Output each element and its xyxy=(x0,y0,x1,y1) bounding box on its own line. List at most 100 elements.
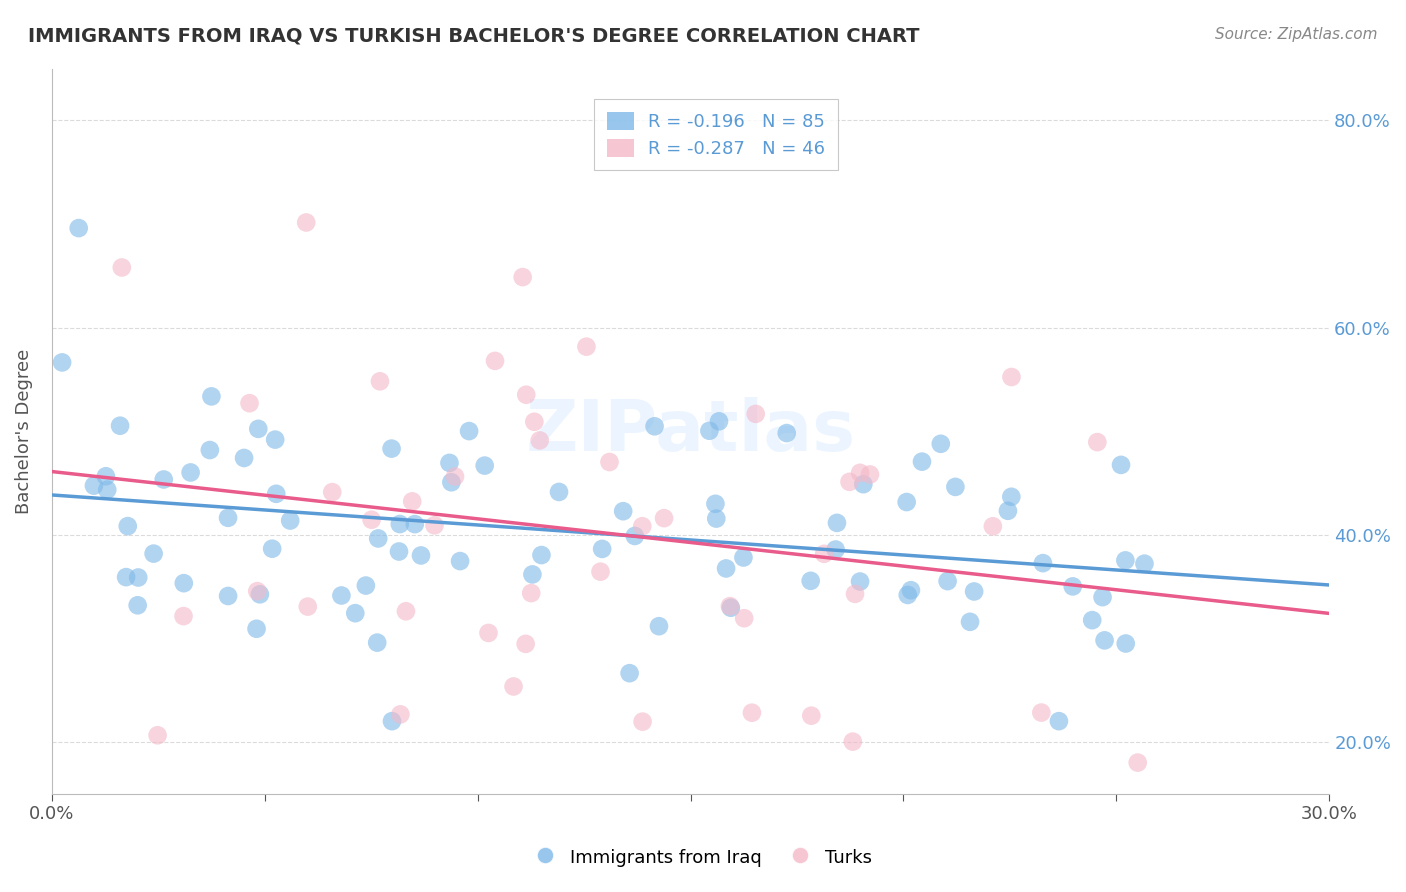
Point xyxy=(1133,557,1156,571)
Point xyxy=(360,513,382,527)
Point xyxy=(404,517,426,532)
Point xyxy=(247,422,270,436)
Point xyxy=(117,519,139,533)
Point xyxy=(522,567,544,582)
Point xyxy=(354,578,377,592)
Point xyxy=(264,487,287,501)
Point xyxy=(198,443,221,458)
Point xyxy=(1000,490,1022,504)
Point xyxy=(897,588,920,602)
Point xyxy=(297,599,319,614)
Text: ZIPatlas: ZIPatlas xyxy=(526,397,856,466)
Point xyxy=(733,611,755,625)
Point xyxy=(330,589,353,603)
Text: Source: ZipAtlas.com: Source: ZipAtlas.com xyxy=(1215,27,1378,42)
Point xyxy=(94,469,117,483)
Point xyxy=(631,714,654,729)
Point xyxy=(51,355,73,369)
Point xyxy=(389,707,412,722)
Point xyxy=(152,473,174,487)
Point xyxy=(631,519,654,533)
Point xyxy=(249,587,271,601)
Point xyxy=(67,221,90,235)
Point xyxy=(111,260,134,275)
Point xyxy=(844,587,866,601)
Point xyxy=(264,433,287,447)
Point xyxy=(699,424,721,438)
Point xyxy=(368,374,391,388)
Point xyxy=(321,485,343,500)
Legend: R = -0.196   N = 85, R = -0.287   N = 46: R = -0.196 N = 85, R = -0.287 N = 46 xyxy=(595,99,838,170)
Point xyxy=(598,455,620,469)
Point xyxy=(741,706,763,720)
Point xyxy=(911,455,934,469)
Point xyxy=(146,728,169,742)
Point xyxy=(1047,714,1070,728)
Point xyxy=(529,434,551,448)
Point xyxy=(449,554,471,568)
Point xyxy=(800,708,823,723)
Point xyxy=(707,414,730,428)
Point xyxy=(1114,553,1136,567)
Point xyxy=(813,547,835,561)
Point xyxy=(644,419,666,434)
Point xyxy=(262,541,284,556)
Point xyxy=(520,586,543,600)
Point xyxy=(575,340,598,354)
Point xyxy=(720,600,742,615)
Point xyxy=(115,570,138,584)
Point xyxy=(825,516,848,530)
Point xyxy=(173,609,195,624)
Point xyxy=(612,504,634,518)
Point xyxy=(652,511,675,525)
Point xyxy=(381,714,404,728)
Point xyxy=(515,637,537,651)
Point xyxy=(278,514,301,528)
Point xyxy=(959,615,981,629)
Point xyxy=(623,529,645,543)
Point xyxy=(963,584,986,599)
Point xyxy=(548,484,571,499)
Point xyxy=(1031,706,1053,720)
Point xyxy=(440,475,463,490)
Y-axis label: Bachelor's Degree: Bachelor's Degree xyxy=(15,349,32,514)
Point xyxy=(842,734,865,748)
Point xyxy=(444,469,467,483)
Point xyxy=(245,622,267,636)
Point xyxy=(704,497,727,511)
Text: IMMIGRANTS FROM IRAQ VS TURKISH BACHELOR'S DEGREE CORRELATION CHART: IMMIGRANTS FROM IRAQ VS TURKISH BACHELOR… xyxy=(28,27,920,45)
Point xyxy=(997,504,1019,518)
Point xyxy=(589,565,612,579)
Point xyxy=(142,547,165,561)
Point xyxy=(395,604,418,618)
Point xyxy=(401,494,423,508)
Point xyxy=(619,666,641,681)
Point xyxy=(523,415,546,429)
Point xyxy=(1000,370,1022,384)
Point xyxy=(238,396,260,410)
Point xyxy=(859,467,882,482)
Point xyxy=(1094,633,1116,648)
Point xyxy=(849,574,872,589)
Point xyxy=(1081,613,1104,627)
Point xyxy=(502,680,524,694)
Point xyxy=(648,619,671,633)
Point xyxy=(512,270,534,285)
Point xyxy=(849,466,872,480)
Point xyxy=(718,599,741,613)
Point xyxy=(474,458,496,473)
Point xyxy=(477,626,499,640)
Point xyxy=(173,576,195,591)
Point xyxy=(458,424,481,438)
Point xyxy=(800,574,823,588)
Point xyxy=(83,478,105,492)
Point xyxy=(936,574,959,588)
Legend: Immigrants from Iraq, Turks: Immigrants from Iraq, Turks xyxy=(527,840,879,874)
Point xyxy=(367,532,389,546)
Point xyxy=(929,437,952,451)
Point xyxy=(388,544,411,558)
Point xyxy=(180,466,202,480)
Point xyxy=(380,442,402,456)
Point xyxy=(200,389,222,403)
Point xyxy=(530,548,553,562)
